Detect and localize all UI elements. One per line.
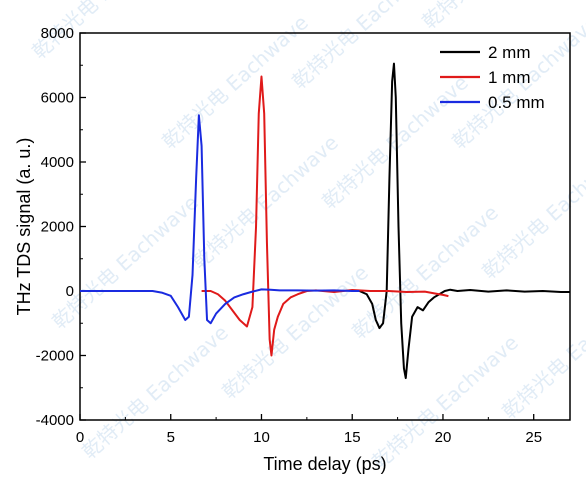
watermark-text: 乾特光电 Eachwave xyxy=(77,320,233,463)
series-line-1-mm xyxy=(201,75,449,357)
y-axis-label: THz TDS signal (a. u.) xyxy=(14,138,34,316)
axis-ticks: 0 5 10 15 20 25 -4000 -2000 0 2000 4000 6000 8000 xyxy=(36,25,542,446)
y-tick-label: 4000 xyxy=(41,154,74,171)
x-tick-label: 10 xyxy=(253,429,270,446)
series-line-2-mm xyxy=(359,62,570,380)
x-tick-label: 0 xyxy=(76,429,84,446)
legend-label: 2 mm xyxy=(488,43,531,62)
watermark-text: 乾特光电 Eachwave xyxy=(367,330,523,473)
series-line-0-5-mm xyxy=(80,114,360,325)
watermark-text: 乾特光电 Eachwave xyxy=(347,200,503,343)
x-tick-label: 25 xyxy=(525,429,542,446)
x-tick-label: 5 xyxy=(167,429,175,446)
legend: 2 mm 1 mm 0.5 mm xyxy=(440,43,545,112)
watermark-text: 乾特光电 Eachwave xyxy=(417,0,573,34)
series-layer xyxy=(80,62,570,380)
y-tick-label: -4000 xyxy=(36,412,74,429)
legend-label: 0.5 mm xyxy=(488,93,545,112)
x-tick-label: 20 xyxy=(435,429,452,446)
x-tick-label: 15 xyxy=(344,429,361,446)
y-tick-label: 8000 xyxy=(41,25,74,42)
watermark-text: 乾特光电 Eachwave xyxy=(217,260,373,403)
watermark-text: 乾特光电 Eachwave xyxy=(157,10,313,153)
y-tick-label: 2000 xyxy=(41,219,74,236)
y-tick-label: 0 xyxy=(66,283,74,300)
watermark-text: 乾特光电 Eachwave xyxy=(47,190,203,333)
legend-label: 1 mm xyxy=(488,68,531,87)
x-axis-label: Time delay (ps) xyxy=(263,454,386,474)
y-tick-label: -2000 xyxy=(36,348,74,365)
y-tick-label: 6000 xyxy=(41,90,74,107)
